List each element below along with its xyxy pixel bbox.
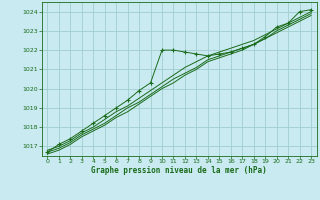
X-axis label: Graphe pression niveau de la mer (hPa): Graphe pression niveau de la mer (hPa)	[91, 166, 267, 175]
